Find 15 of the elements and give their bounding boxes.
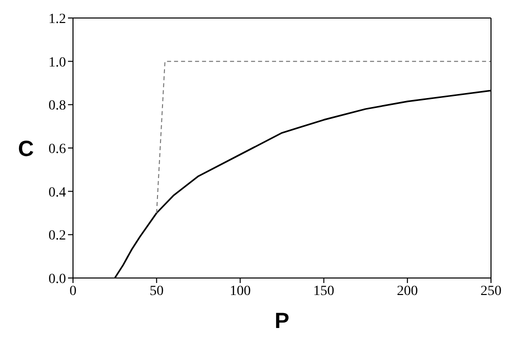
x-tick-label: 50 <box>150 284 164 299</box>
x-tick-label: 0 <box>70 284 76 299</box>
x-axis-title: P <box>274 308 290 333</box>
x-tick-label: 200 <box>396 284 418 299</box>
x-tick-label: 100 <box>230 284 251 299</box>
y-tick-label: 0.2 <box>48 228 66 244</box>
y-tick-label: 1.0 <box>48 55 66 70</box>
y-tick-label: 0.4 <box>48 185 66 200</box>
y-tick-label: 1.2 <box>48 12 66 27</box>
y-tick-label: 0.8 <box>48 98 66 114</box>
x-tick-label: 250 <box>480 284 502 299</box>
x-tick-label: 150 <box>313 284 334 299</box>
y-tick-label: 0.6 <box>48 142 66 157</box>
y-tick-label: 0.0 <box>48 272 66 287</box>
y-axis-title: C <box>18 136 34 161</box>
